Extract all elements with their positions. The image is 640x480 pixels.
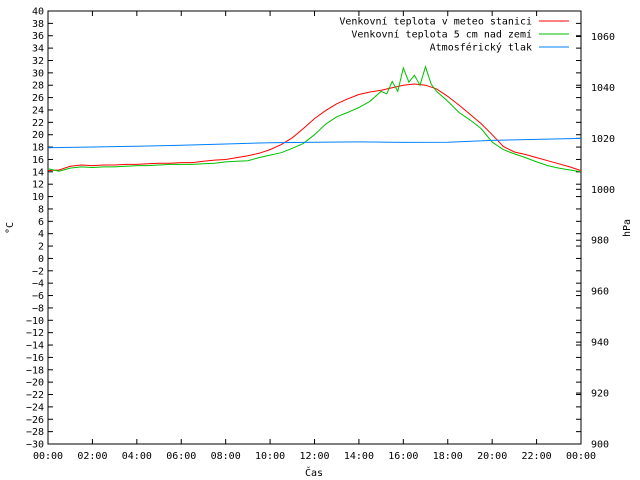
y-tick-label: −2 [32, 266, 44, 277]
y-tick-label: 22 [32, 118, 44, 129]
y-tick-label: −12 [26, 328, 44, 339]
y-tick-label: −8 [32, 303, 44, 314]
y-tick-label: −16 [26, 353, 44, 364]
x-axis-label: Čas [305, 466, 323, 479]
y-tick-label: −14 [26, 341, 44, 352]
x-tick-label: 06:00 [166, 451, 196, 462]
y-tick-label: 40 [32, 7, 44, 18]
y-tick-label: −18 [26, 365, 44, 376]
y-tick-label: 16 [32, 155, 44, 166]
y-axis-label: °C [5, 222, 16, 234]
plot-area [47, 10, 582, 445]
y2-tick-label: 900 [591, 440, 609, 451]
series-line-2 [47, 65, 582, 173]
y-tick-label: 20 [32, 130, 44, 141]
y-tick-label: −4 [32, 279, 44, 290]
y-tick-label: −10 [26, 316, 44, 327]
y-tick-label: 38 [32, 19, 44, 30]
x-tick-label: 00:00 [33, 451, 63, 462]
right-axis: 900 920 940 960 980 1000 1020 1040 1060 [576, 32, 615, 451]
x-tick-label: 00:00 [566, 451, 596, 462]
y2-tick-label: 1060 [591, 32, 615, 43]
y-tick-label: 14 [32, 167, 44, 178]
y-tick-label: 24 [32, 105, 44, 116]
y-tick-label: 28 [32, 81, 44, 92]
x-tick-label: 20:00 [477, 451, 507, 462]
y-tick-label: 10 [32, 192, 44, 203]
y-tick-label: −24 [26, 402, 44, 413]
y2-tick-label: 960 [591, 287, 609, 298]
y-tick-label: −28 [26, 427, 44, 438]
left-axis: −30−28−26−24−22−20−18−16−14−12−10−8−6−4−… [26, 7, 581, 451]
x-tick-label: 22:00 [522, 451, 552, 462]
y-tick-label: −6 [32, 291, 44, 302]
y2-tick-label: 980 [591, 236, 609, 247]
x-tick-label: 14:00 [344, 451, 374, 462]
y2-axis-label: hPa [622, 219, 633, 237]
y-tick-label: −30 [26, 440, 44, 451]
y-tick-label: 12 [32, 180, 44, 191]
y-tick-label: 32 [32, 56, 44, 67]
x-tick-label: 12:00 [299, 451, 329, 462]
y-tick-label: −22 [26, 390, 44, 401]
y-tick-label: 2 [38, 242, 44, 253]
y-tick-label: 4 [38, 229, 44, 240]
x-tick-label: 08:00 [211, 451, 241, 462]
series-group [47, 65, 582, 173]
y2-tick-label: 1000 [591, 185, 615, 196]
x-tick-label: 02:00 [77, 451, 107, 462]
y2-tick-label: 1020 [591, 134, 615, 145]
y2-tick-label: 940 [591, 338, 609, 349]
y2-tick-label: 1040 [591, 83, 615, 94]
bottom-axis: 00:00 02:00 04:00 06:00 08:00 10:00 12:00 14:00… [33, 11, 596, 462]
y-tick-label: −20 [26, 378, 44, 389]
y-tick-label: 26 [32, 93, 44, 104]
x-tick-label: 04:00 [122, 451, 152, 462]
legend-label-1: Venkovní teplota v meteo stanici [339, 16, 532, 28]
y-tick-label: 18 [32, 143, 44, 154]
y-tick-label: 8 [38, 204, 44, 215]
x-tick-label: 10:00 [255, 451, 285, 462]
x-tick-label: 16:00 [388, 451, 418, 462]
y-tick-label: 6 [38, 217, 44, 228]
y-tick-label: −26 [26, 415, 44, 426]
legend-label-2: Venkovní teplota 5 cm nad zemí [351, 29, 532, 41]
series-line-3 [47, 137, 582, 149]
y-tick-label: 36 [32, 31, 44, 42]
y2-tick-label: 920 [591, 389, 609, 400]
y-tick-label: 0 [38, 254, 44, 265]
x-tick-label: 18:00 [433, 451, 463, 462]
y-tick-label: 30 [32, 68, 44, 79]
legend: Venkovní teplota v meteo staniciVenkovní… [339, 16, 569, 54]
series-line-1 [47, 83, 582, 172]
legend-label-3: Atmosférický tlak [430, 42, 532, 54]
y-tick-label: 34 [32, 44, 44, 55]
